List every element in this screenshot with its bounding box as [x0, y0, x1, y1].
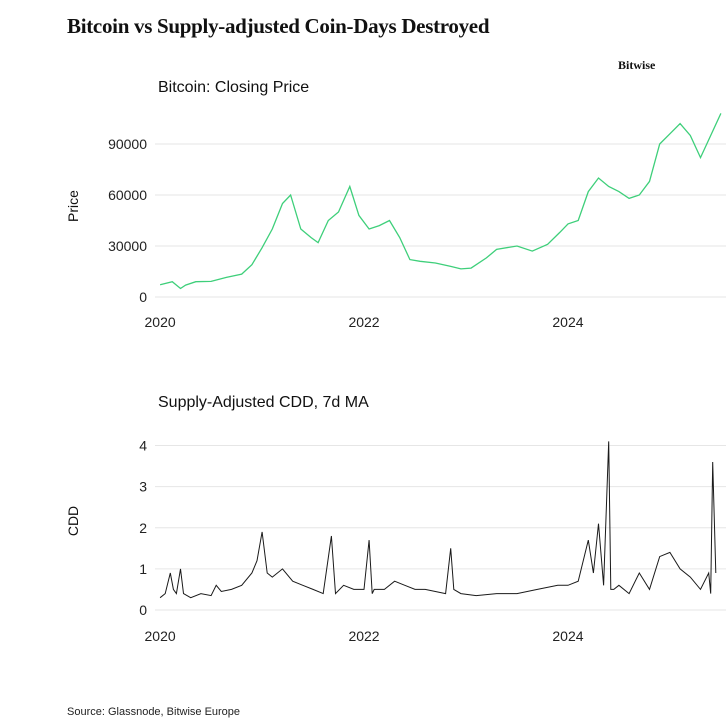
cdd-series-line	[159, 441, 717, 599]
cdd-y-tick-label: 4	[139, 438, 147, 454]
cdd-panel: Supply-Adjusted CDD, 7d MA CDD 0 1 2 3 4 202…	[65, 394, 726, 644]
cdd-panel-title: Supply-Adjusted CDD, 7d MA	[158, 394, 369, 411]
cdd-y-tick-label: 0	[139, 602, 147, 618]
cdd-y-axis-label: CDD	[65, 506, 81, 536]
cdd-x-tick-label: 2022	[348, 628, 379, 644]
price-x-tick-label: 2024	[552, 314, 583, 330]
price-panel-title: Bitcoin: Closing Price	[158, 79, 309, 96]
price-y-tick-label: 0	[139, 289, 147, 305]
price-y-axis-label: Price	[65, 190, 81, 222]
price-x-tick-label: 2020	[145, 314, 176, 330]
cdd-x-tick-label: 2024	[552, 628, 583, 644]
price-panel: Bitcoin: Closing Price Price 0 30000 60000…	[65, 79, 726, 330]
price-y-tick-label: 30000	[108, 238, 147, 254]
brand-logo: Bitwise	[618, 58, 656, 72]
cdd-x-tick-label: 2020	[145, 628, 176, 644]
cdd-y-tick-label: 1	[139, 561, 147, 577]
price-series-line	[159, 113, 722, 290]
chart-title: Bitcoin vs Supply-adjusted Coin-Days Des…	[67, 14, 490, 38]
source-note: Source: Glassnode, Bitwise Europe	[67, 706, 241, 718]
cdd-y-tick-label: 2	[139, 520, 147, 536]
cdd-y-tick-label: 3	[139, 479, 147, 495]
price-y-tick-label: 60000	[108, 187, 147, 203]
price-x-tick-label: 2022	[348, 314, 379, 330]
price-y-tick-label: 90000	[108, 136, 147, 152]
